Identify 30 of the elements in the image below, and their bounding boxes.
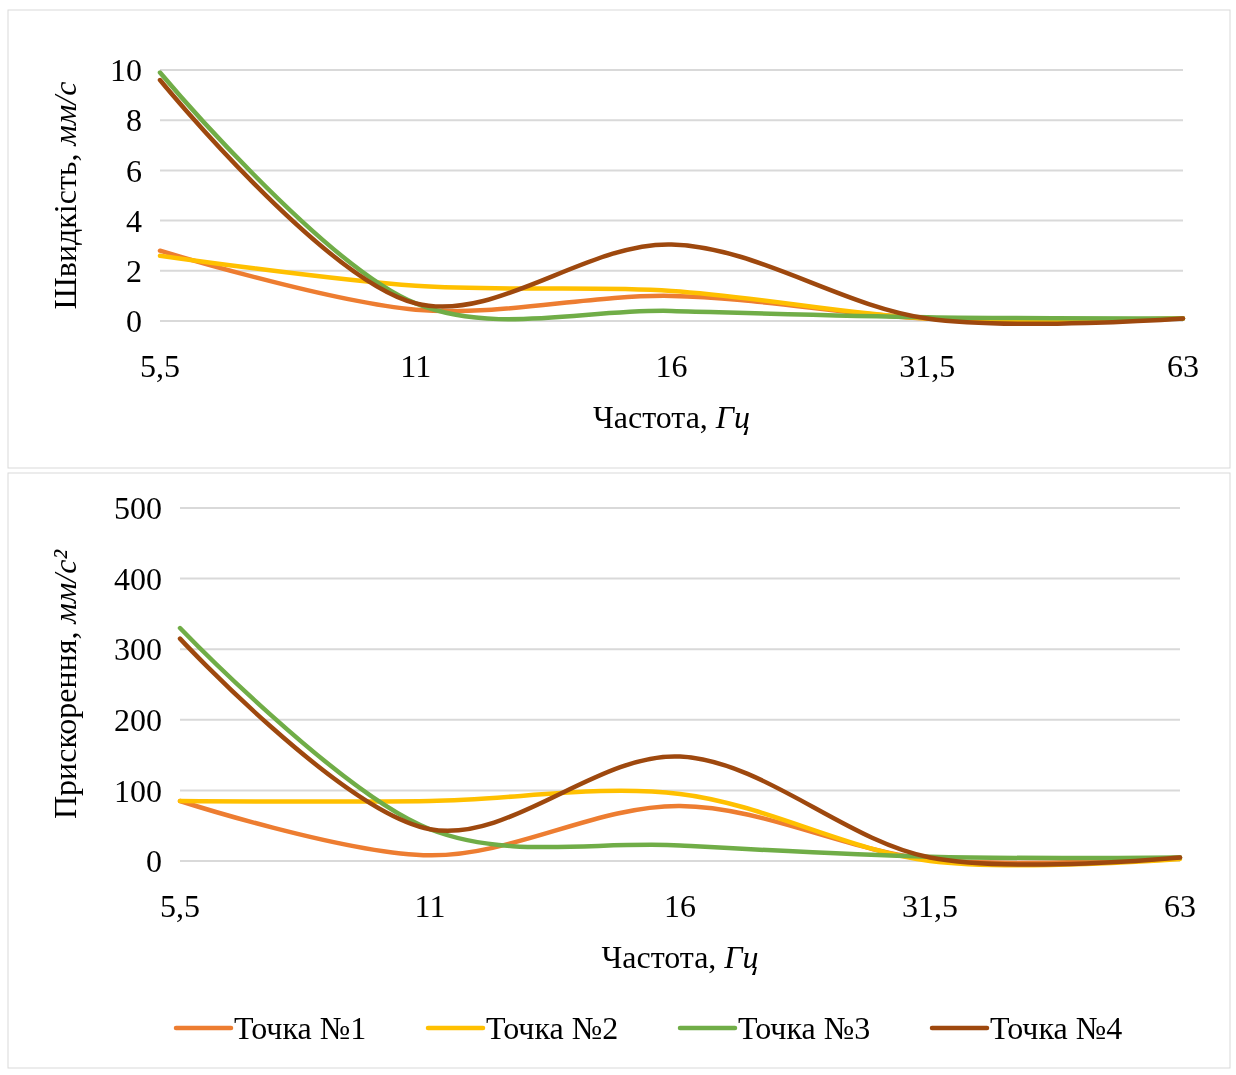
y-tick-label: 4 bbox=[126, 202, 142, 239]
x-tick-label: 31,5 bbox=[899, 348, 956, 384]
legend-label: Точка №4 bbox=[990, 1010, 1123, 1047]
legend-label: Точка №3 bbox=[738, 1010, 871, 1047]
y-tick-label: 6 bbox=[126, 152, 142, 189]
y-tick-label: 0 bbox=[126, 303, 142, 340]
x-tick-label: 31,5 bbox=[902, 888, 958, 924]
x-tick-label: 5,5 bbox=[160, 888, 200, 924]
y-tick-label: 8 bbox=[126, 102, 142, 139]
x-tick-label: 63 bbox=[1167, 348, 1199, 384]
y-tick-label: 500 bbox=[114, 490, 162, 527]
x-tick-label: 11 bbox=[414, 888, 446, 924]
y-axis-title: Прискорення, мм/с² bbox=[47, 548, 83, 820]
x-tick-label: 5,5 bbox=[140, 348, 180, 384]
y-axis-title: Швидкість, мм/с bbox=[47, 81, 83, 310]
x-tick-label: 16 bbox=[655, 348, 688, 384]
y-tick-label: 300 bbox=[114, 631, 162, 668]
y-tick-label: 10 bbox=[110, 52, 142, 89]
x-tick-label: 16 bbox=[664, 888, 696, 924]
x-tick-label: 11 bbox=[400, 348, 432, 384]
y-tick-label: 2 bbox=[126, 253, 142, 289]
y-tick-label: 100 bbox=[114, 772, 162, 809]
x-axis-title: Частота, Гц bbox=[592, 399, 751, 435]
x-tick-label: 63 bbox=[1164, 888, 1196, 924]
legend-label: Точка №1 bbox=[234, 1010, 367, 1047]
legend-label: Точка №2 bbox=[486, 1010, 619, 1047]
y-tick-label: 400 bbox=[114, 560, 162, 597]
y-tick-label: 0 bbox=[146, 843, 162, 880]
x-axis-title: Частота, Гц bbox=[601, 939, 759, 975]
y-tick-label: 200 bbox=[114, 702, 162, 738]
